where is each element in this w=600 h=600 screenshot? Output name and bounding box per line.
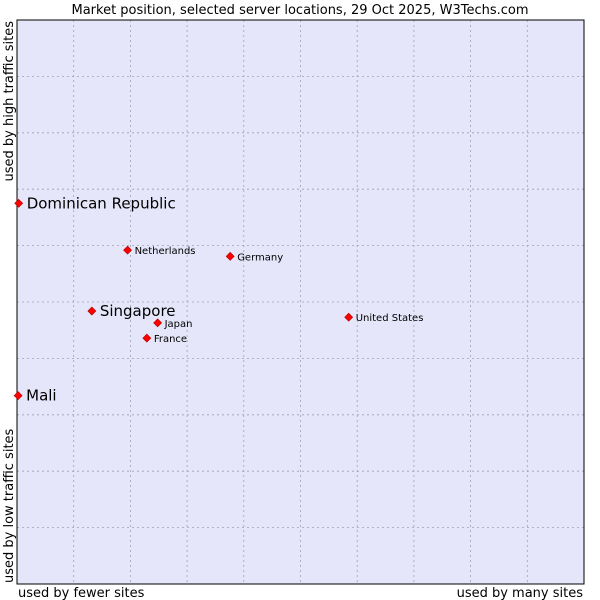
- point-label-germany: Germany: [237, 252, 283, 263]
- point-marker-germany[interactable]: [225, 251, 235, 261]
- point-label-singapore: Singapore: [100, 302, 176, 320]
- point-marker-japan[interactable]: [153, 318, 163, 328]
- point-marker-netherlands[interactable]: [123, 245, 132, 255]
- chart-title: Market position, selected server locatio…: [71, 3, 528, 18]
- point-label-france: France: [154, 334, 187, 345]
- point-label-netherlands: Netherlands: [135, 246, 196, 257]
- x-axis-label-right: used by many sites: [457, 586, 584, 600]
- point-label-dominican-republic: Dominican Republic: [27, 194, 176, 212]
- point-marker-mali[interactable]: [13, 391, 23, 401]
- point-marker-united-states[interactable]: [344, 312, 354, 322]
- plot-frame: [16, 19, 585, 585]
- grid-lines: [17, 20, 584, 584]
- y-axis-label-top: used by high traffic sites: [2, 21, 17, 182]
- x-axis-label-left: used by fewer sites: [18, 586, 145, 600]
- point-label-united-states: United States: [356, 313, 424, 324]
- point-marker-france[interactable]: [142, 333, 152, 343]
- point-label-mali: Mali: [26, 387, 56, 405]
- point-marker-dominican-republic[interactable]: [14, 198, 24, 208]
- y-axis-label-bottom: used by low traffic sites: [2, 428, 17, 583]
- point-marker-singapore[interactable]: [87, 306, 97, 316]
- data-points: Dominican Republic Netherlands Germany Sing…: [13, 194, 424, 405]
- point-label-japan: Japan: [164, 319, 193, 330]
